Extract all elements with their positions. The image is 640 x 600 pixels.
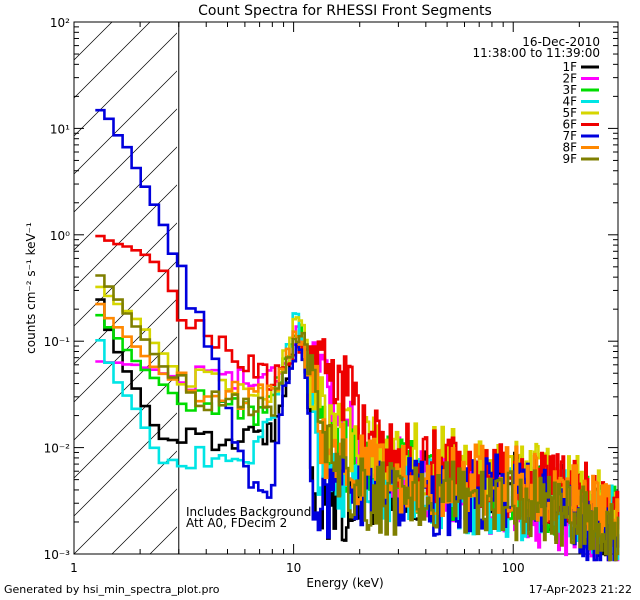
hatch-line	[74, 70, 177, 175]
footer-generated-by: Generated by hsi_min_spectra_plot.pro	[4, 583, 220, 596]
x-tick-labels: 1 10 100	[70, 561, 524, 575]
axis-ticks	[73, 21, 619, 555]
y-tick-label: 10²	[50, 16, 70, 30]
hatch-line	[74, 260, 177, 365]
y-tick-label: 10⁻³	[44, 548, 71, 562]
series-5F	[95, 285, 620, 546]
legend-label-4F: 4F	[562, 95, 577, 109]
date-label: 16-Dec-2010	[522, 35, 600, 49]
annotation-attenuator: Att A0, FDecim 2	[186, 516, 287, 530]
spectra-series	[95, 108, 620, 562]
plot-frame	[73, 21, 619, 555]
y-tick-labels: 10⁻³ 10⁻² 10⁻¹ 10⁰ 10¹ 10²	[44, 16, 71, 562]
hatch-line	[74, 412, 177, 517]
chart-title: Count Spectra for RHESSI Front Segments	[198, 3, 492, 19]
legend-label-6F: 6F	[562, 118, 577, 132]
hatch-line	[74, 222, 177, 327]
y-tick-label: 10⁻¹	[44, 335, 71, 349]
x-axis-label: Energy (keV)	[306, 576, 383, 590]
x-tick-label-100: 100	[502, 561, 525, 575]
x-tick-label-10: 10	[286, 561, 301, 575]
time-range-label: 11:38:00 to 11:39:00	[473, 46, 600, 60]
footer-timestamp: 17-Apr-2023 21:22	[528, 583, 632, 596]
annotation-background: Includes Background	[186, 505, 311, 519]
hatch-line	[74, 374, 177, 479]
legend-label-8F: 8F	[562, 141, 577, 155]
hatch-line	[74, 184, 177, 289]
hatch-line	[74, 450, 177, 554]
legend-label-5F: 5F	[562, 106, 577, 120]
hatch-line	[74, 146, 177, 251]
y-tick-label: 10¹	[50, 122, 70, 136]
legend-label-3F: 3F	[562, 83, 577, 97]
hatch-line	[74, 22, 151, 99]
legend-label-2F: 2F	[562, 72, 577, 86]
legend-label-7F: 7F	[562, 129, 577, 143]
hatch-line	[74, 108, 177, 213]
hatch-line	[606, 22, 640, 554]
y-axis-label: counts cm⁻² s⁻¹ keV⁻¹	[24, 222, 38, 354]
x-tick-label-1: 1	[70, 561, 78, 575]
hatch-line	[74, 22, 113, 61]
legend-label-9F: 9F	[562, 152, 577, 166]
series-9F	[95, 274, 620, 562]
y-tick-label: 10⁰	[50, 229, 70, 243]
legend-label-1F: 1F	[562, 60, 577, 74]
y-tick-label: 10⁻²	[44, 442, 71, 456]
